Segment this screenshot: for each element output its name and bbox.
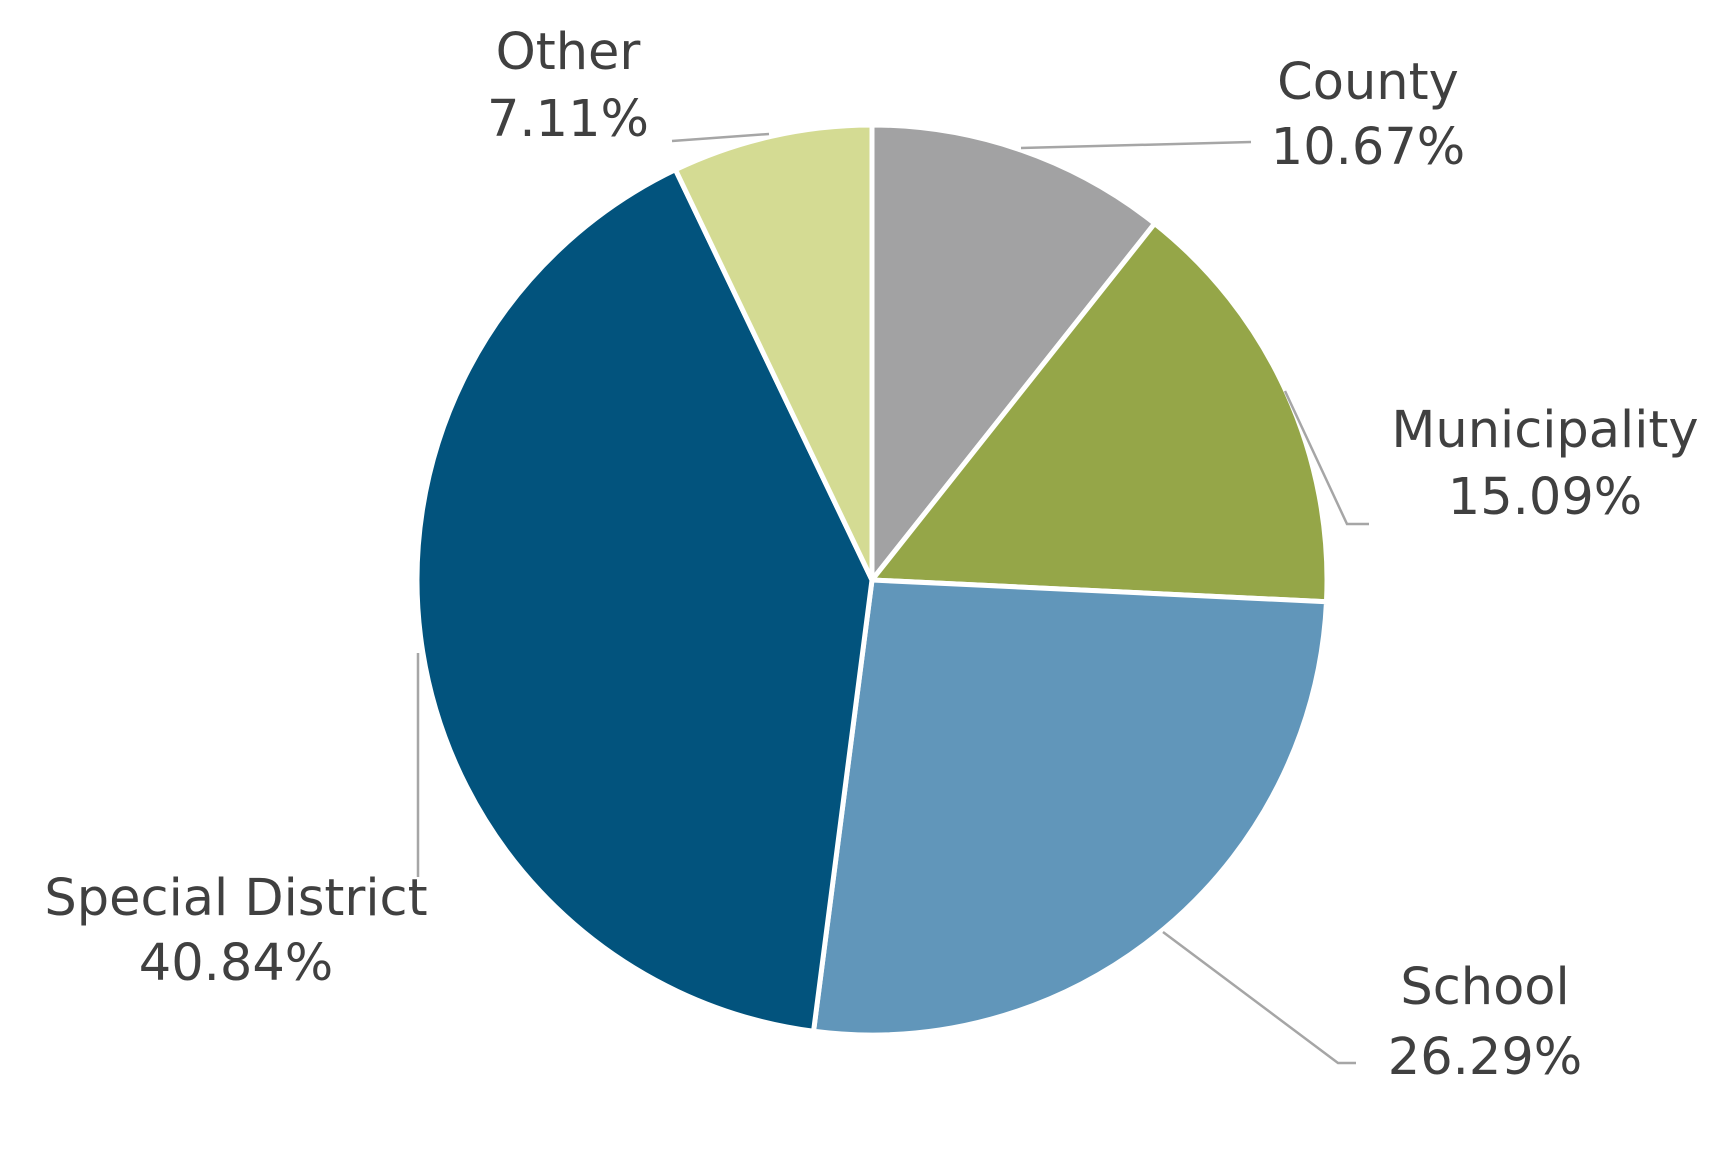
- pie-slice: [672, 122, 875, 583]
- leader-line: [671, 132, 770, 143]
- slice-label: Special District: [44, 869, 427, 928]
- value-label: 7.11%: [487, 90, 649, 149]
- leader-line: [1020, 140, 1252, 150]
- leader-line: [1283, 390, 1369, 526]
- pie-slice: [811, 577, 1329, 1038]
- pie-slice: [869, 122, 1158, 583]
- value-label: 40.84%: [139, 934, 333, 993]
- slice-label: School: [1400, 958, 1569, 1017]
- pie-slice: [414, 167, 875, 1034]
- slice-label: Other: [496, 23, 641, 82]
- value-label: 15.09%: [1448, 468, 1642, 527]
- slice-label: County: [1277, 53, 1459, 112]
- value-label: 26.29%: [1388, 1028, 1582, 1087]
- leader-line: [1162, 930, 1356, 1065]
- value-label: 10.67%: [1271, 118, 1465, 177]
- slice-label: Municipality: [1391, 401, 1698, 460]
